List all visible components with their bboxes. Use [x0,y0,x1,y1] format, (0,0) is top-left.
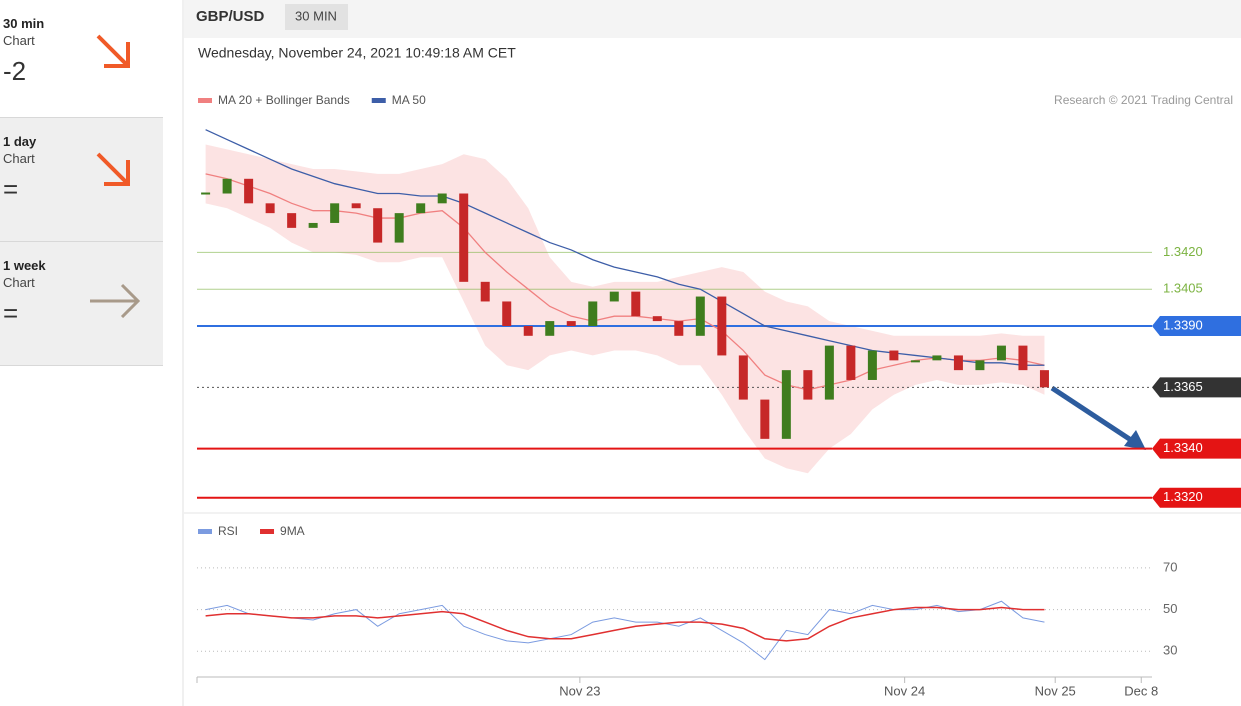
legend-label: 9MA [280,524,305,538]
forecast-arrowhead [1124,430,1146,450]
signal-item[interactable]: 1 week Chart = [0,242,163,366]
legend-swatch [260,529,275,534]
candle [351,203,361,209]
ma-line [205,173,1045,391]
candle [523,325,533,336]
level-tag [1152,315,1241,336]
candle [846,345,856,380]
period: 1 day [3,134,37,149]
ma-line [205,129,1045,366]
legend-swatch [371,98,386,103]
value: = [3,298,19,328]
label: Chart [3,33,35,48]
level-label: 1.3340 [1163,440,1203,455]
level-label: 1.3420 [1163,244,1203,259]
x-tick-label: Dec 8 [1124,683,1158,698]
candle [265,203,275,214]
candle [373,208,383,243]
legend-swatch [198,529,212,534]
candle [889,350,899,361]
rsi-line [205,606,1045,642]
candle [717,296,727,356]
candle [867,350,877,380]
legend-label: MA 20 + Bollinger Bands [218,93,350,107]
candle [416,203,426,214]
legend-label: RSI [218,524,238,538]
down-arrow [96,34,130,68]
candle [287,213,297,228]
level-tag [1152,438,1241,459]
candle [803,370,813,400]
candle [588,301,598,326]
forecast-arrow [1050,385,1139,447]
bollinger-band [205,144,1045,474]
level-tag [1152,487,1241,508]
candle [824,345,834,400]
candle [201,192,211,195]
credit: Research © 2021 Trading Central [1054,93,1233,107]
candle [308,222,318,228]
candle [953,355,963,371]
candle [910,360,920,363]
level-label: 1.3390 [1163,317,1203,332]
label: Chart [3,275,35,290]
level-label: 1.3365 [1163,379,1203,394]
candle [545,321,555,336]
candle [975,360,985,371]
down-arrow [96,152,130,186]
period: 30 min [3,16,45,31]
period: 1 week [3,258,46,273]
candle [760,399,770,439]
legend-label: MA 50 [392,93,426,107]
candle [1018,345,1028,371]
candle [480,281,490,302]
level-label: 1.3405 [1163,281,1203,296]
candle [459,193,469,282]
candle [566,321,576,326]
timestamp: Wednesday, November 24, 2021 10:49:18 AM… [198,45,516,61]
y-tick-label: 50 [1163,601,1177,616]
value: -2 [3,56,27,86]
value: = [3,174,19,204]
interval-box[interactable] [285,4,348,30]
candle [502,301,512,326]
symbol: GBP/USD [196,8,265,25]
y-tick-label: 30 [1163,643,1177,658]
candle [695,296,705,336]
candle [674,321,684,336]
header-bar [184,0,1241,38]
candle [609,291,619,302]
candle [244,178,254,204]
rsi-line [205,600,1045,661]
candle [330,203,340,223]
level-label: 1.3320 [1163,489,1203,504]
x-tick-label: Nov 23 [559,683,600,698]
candle [437,193,447,204]
candle [394,213,404,243]
interval: 30 MIN [295,8,337,23]
candle [738,355,748,400]
signal-item[interactable]: 30 min Chart -2 [0,0,163,118]
x-tick-label: Nov 25 [1035,683,1076,698]
candle [1039,370,1049,388]
legend-swatch [198,98,212,103]
sidebar: 30 min Chart -2 1 day Chart = 1 week Cha… [0,0,163,366]
candle [631,291,641,317]
candle [932,355,942,361]
x-tick-label: Nov 24 [884,683,925,698]
candle [222,178,232,194]
y-tick-label: 70 [1163,559,1177,574]
right-arrow [90,283,141,318]
level-tag [1152,377,1241,398]
signal-item[interactable]: 1 day Chart = [0,118,163,242]
label: Chart [3,151,35,166]
candle [996,345,1006,361]
candle [781,370,791,439]
candle [652,316,662,322]
